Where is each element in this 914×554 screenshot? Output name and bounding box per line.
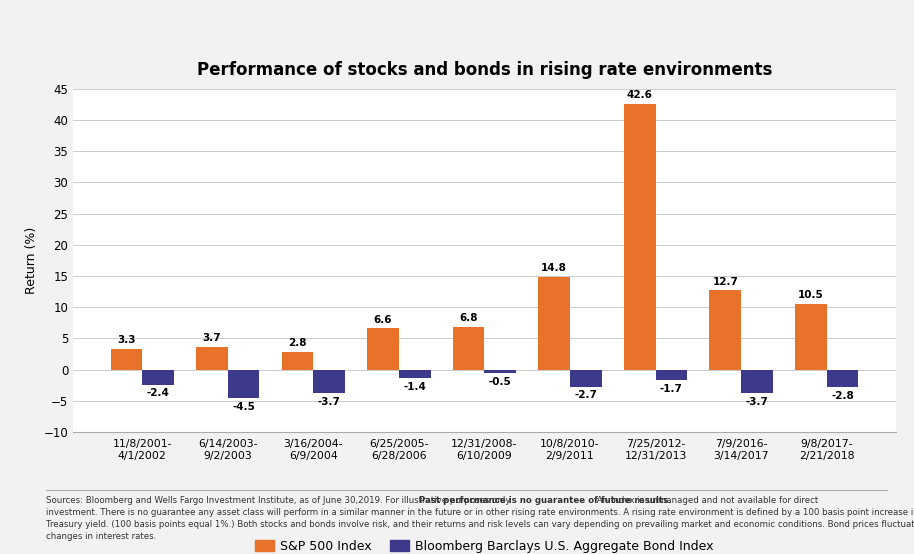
Text: -2.8: -2.8: [831, 391, 854, 401]
Title: Performance of stocks and bonds in rising rate environments: Performance of stocks and bonds in risin…: [197, 61, 772, 79]
Text: 10.5: 10.5: [798, 290, 824, 300]
Text: 12.7: 12.7: [712, 276, 739, 286]
Text: 3.3: 3.3: [117, 335, 135, 345]
Text: Treasury yield. (100 basis points equal 1%.) Both stocks and bonds involve risk,: Treasury yield. (100 basis points equal …: [46, 520, 914, 529]
Text: -1.4: -1.4: [403, 382, 426, 392]
Text: investment. There is no guarantee any asset class will perform in a similar mann: investment. There is no guarantee any as…: [46, 508, 914, 517]
Legend: S&P 500 Index, Bloomberg Barclays U.S. Aggregate Bond Index: S&P 500 Index, Bloomberg Barclays U.S. A…: [250, 535, 718, 554]
Y-axis label: Return (%): Return (%): [25, 227, 38, 294]
Bar: [111, 349, 143, 370]
Text: Sources: Bloomberg and Wells Fargo Investment Institute, as of June 30,2019. For: Sources: Bloomberg and Wells Fargo Inves…: [46, 496, 515, 505]
Text: 42.6: 42.6: [627, 90, 653, 100]
Text: Past performance is no guarantee of future results.: Past performance is no guarantee of futu…: [420, 496, 672, 505]
Bar: [655, 370, 687, 380]
Text: -2.7: -2.7: [574, 390, 597, 401]
Text: -3.7: -3.7: [746, 397, 769, 407]
Bar: [538, 277, 570, 370]
Bar: [484, 370, 516, 373]
Bar: [452, 327, 484, 370]
Text: -3.7: -3.7: [318, 397, 341, 407]
Bar: [367, 329, 399, 370]
Text: -0.5: -0.5: [489, 377, 512, 387]
Bar: [624, 104, 655, 370]
Text: 2.8: 2.8: [288, 338, 307, 348]
Text: -1.7: -1.7: [660, 384, 683, 394]
Text: 14.8: 14.8: [541, 264, 567, 274]
Bar: [228, 370, 260, 398]
Bar: [399, 370, 430, 378]
Text: An index is unmanaged and not available for direct: An index is unmanaged and not available …: [594, 496, 818, 505]
Bar: [795, 304, 826, 370]
Bar: [314, 370, 345, 393]
Bar: [143, 370, 174, 384]
Bar: [570, 370, 601, 387]
Bar: [709, 290, 741, 370]
Bar: [826, 370, 858, 387]
Bar: [741, 370, 772, 393]
Text: 3.7: 3.7: [203, 333, 221, 343]
Bar: [282, 352, 314, 370]
Text: 6.8: 6.8: [460, 314, 478, 324]
Text: -4.5: -4.5: [232, 402, 255, 412]
Text: -2.4: -2.4: [146, 388, 169, 398]
Bar: [197, 347, 228, 370]
Text: 6.6: 6.6: [374, 315, 392, 325]
Text: changes in interest rates.: changes in interest rates.: [46, 532, 156, 541]
